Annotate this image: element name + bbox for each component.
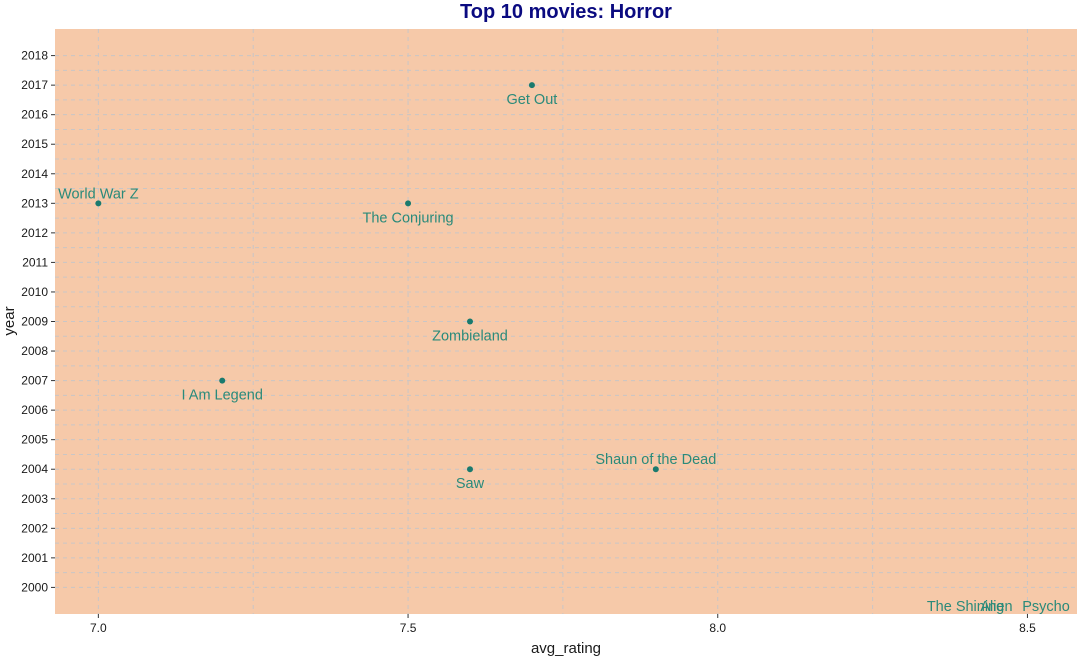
- y-tick-label: 2016: [21, 108, 48, 122]
- x-tick-label: 8.0: [709, 621, 726, 635]
- point-label: Shaun of the Dead: [595, 452, 716, 468]
- data-point: [466, 318, 473, 325]
- x-axis-title: avg_rating: [531, 640, 601, 657]
- data-points: [95, 82, 659, 473]
- y-tick-label: 2007: [21, 374, 48, 388]
- point-label: Alien: [980, 599, 1012, 615]
- y-tick-label: 2002: [21, 521, 48, 535]
- y-tick-label: 2011: [22, 255, 48, 269]
- y-tick-label: 2018: [21, 49, 48, 63]
- x-tick-label: 8.5: [1019, 621, 1036, 635]
- data-point: [652, 466, 659, 473]
- data-point: [219, 377, 226, 384]
- y-tick-label: 2012: [21, 226, 48, 240]
- data-point: [405, 200, 412, 207]
- point-label: Zombieland: [432, 329, 508, 345]
- point-label: The Conjuring: [363, 210, 454, 226]
- y-tick-label: 2017: [21, 78, 48, 92]
- y-tick-label: 2009: [21, 315, 48, 329]
- y-tick-label: 2000: [21, 580, 48, 594]
- y-tick-label: 2008: [21, 344, 48, 358]
- y-tick-label: 2005: [21, 433, 48, 447]
- y-tick-label: 2010: [21, 285, 48, 299]
- chart-title: Top 10 movies: Horror: [460, 1, 672, 23]
- point-label: Get Out: [507, 92, 558, 108]
- y-tick-label: 2015: [21, 137, 48, 151]
- x-tick-label: 7.0: [90, 621, 107, 635]
- data-point: [528, 82, 535, 89]
- data-point: [466, 466, 473, 473]
- y-axis-ticks: 2000 2001 2002 2003 2004 2005 2006 2007 2008 2009…: [21, 49, 55, 594]
- y-tick-label: 2014: [21, 167, 48, 181]
- point-label: I Am Legend: [182, 388, 263, 404]
- point-labels: Get Out World War Z The Conjuring Zombielan…: [58, 92, 1070, 615]
- y-tick-label: 2001: [21, 551, 48, 565]
- point-label: World War Z: [58, 186, 139, 202]
- grid-lines: [55, 29, 1077, 614]
- point-label: Saw: [456, 476, 485, 492]
- y-tick-label: 2013: [21, 196, 48, 210]
- y-tick-label: 2003: [21, 492, 48, 506]
- x-axis-ticks: 7.0 7.5 8.0 8.5: [90, 614, 1036, 635]
- data-point: [95, 200, 102, 207]
- x-tick-label: 7.5: [400, 621, 417, 635]
- point-label: Psycho: [1022, 599, 1070, 615]
- y-tick-label: 2006: [21, 403, 48, 417]
- point-label: The Shining: [927, 599, 1004, 615]
- y-tick-label: 2004: [21, 462, 48, 476]
- y-axis-title: year: [1, 306, 18, 335]
